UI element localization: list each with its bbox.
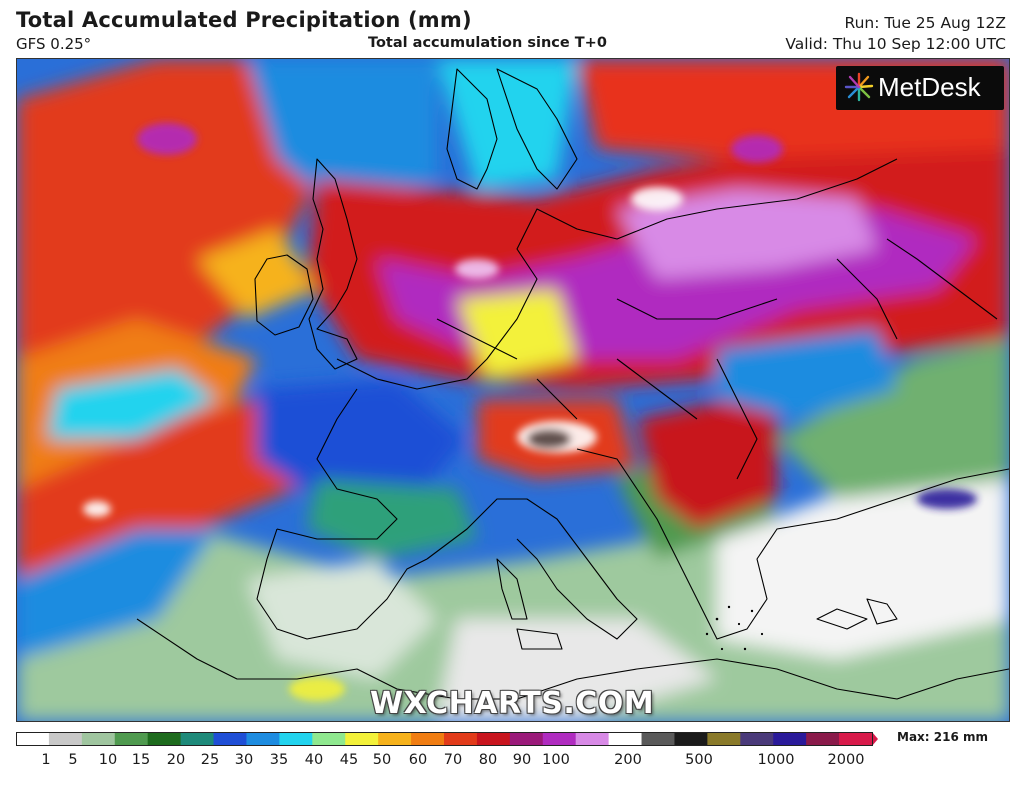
legend-tick-label: 45 bbox=[339, 752, 359, 768]
colorbar-segment bbox=[213, 732, 248, 746]
colorbar-segment bbox=[444, 732, 478, 746]
colorbar-segment bbox=[839, 732, 873, 746]
colorbar-segment bbox=[641, 732, 676, 746]
legend-tick-label: 1000 bbox=[757, 752, 795, 768]
legend-tick-label: 1 bbox=[41, 752, 51, 768]
legend-tick-label: 500 bbox=[685, 752, 713, 768]
colorbar-segment bbox=[180, 732, 215, 746]
colorbar-segment bbox=[542, 732, 577, 746]
legend-tick-label: 90 bbox=[512, 752, 532, 768]
model-label: GFS 0.25° bbox=[16, 35, 92, 53]
legend-ticks: 1 5 10 15 20 25 30 35 40 45 50 60 70 80 90 100 200 500 100… bbox=[16, 752, 896, 772]
legend-colorbar bbox=[16, 732, 878, 746]
colorbar-segment bbox=[312, 732, 346, 746]
legend-tick-label: 25 bbox=[200, 752, 220, 768]
metdesk-burst-icon bbox=[844, 72, 874, 102]
colorbar-segment bbox=[674, 732, 708, 746]
colorbar-segment bbox=[81, 732, 116, 746]
chart-title: Total Accumulated Precipitation (mm) bbox=[16, 8, 472, 32]
colorbar-segment bbox=[16, 732, 50, 746]
metdesk-logo: MetDesk bbox=[836, 66, 1004, 110]
colorbar-segment bbox=[608, 732, 643, 746]
legend-tick-label: 2000 bbox=[827, 752, 865, 768]
colorbar-segment bbox=[378, 732, 412, 746]
colorbar-segment bbox=[806, 732, 840, 746]
legend-tick-label: 15 bbox=[131, 752, 151, 768]
max-value-label: Max: 216 mm bbox=[897, 730, 988, 744]
legend-tick-label: 200 bbox=[614, 752, 642, 768]
run-time: Run: Tue 25 Aug 12Z bbox=[844, 14, 1006, 32]
colorbar-segment bbox=[48, 732, 83, 746]
legend-tick-label: 35 bbox=[269, 752, 289, 768]
legend-tick-label: 100 bbox=[542, 752, 570, 768]
colorbar-segment bbox=[114, 732, 149, 746]
colorbar-segment bbox=[707, 732, 741, 746]
legend-tick-label: 80 bbox=[478, 752, 498, 768]
colorbar-segment bbox=[279, 732, 313, 746]
legend-tick-label: 5 bbox=[68, 752, 78, 768]
legend-tick-label: 20 bbox=[166, 752, 186, 768]
precipitation-map-graphic bbox=[17, 59, 1009, 721]
legend-tick-label: 40 bbox=[304, 752, 324, 768]
valid-time: Valid: Thu 10 Sep 12:00 UTC bbox=[785, 35, 1006, 53]
colorbar-segment bbox=[509, 732, 544, 746]
legend-tick-label: 60 bbox=[408, 752, 428, 768]
colorbar-segment bbox=[345, 732, 379, 746]
wxcharts-watermark: WXCHARTS.COM bbox=[370, 686, 655, 721]
precipitation-map bbox=[16, 58, 1010, 722]
colorbar-segment bbox=[773, 732, 807, 746]
colorbar-segment bbox=[575, 732, 610, 746]
legend-tick-label: 70 bbox=[443, 752, 463, 768]
colorbar-segment bbox=[147, 732, 182, 746]
accumulation-subtitle: Total accumulation since T+0 bbox=[368, 35, 607, 51]
legend-tick-label: 50 bbox=[372, 752, 392, 768]
colorbar-segment bbox=[246, 732, 280, 746]
legend-tick-label: 10 bbox=[98, 752, 118, 768]
colorbar-segment bbox=[411, 732, 445, 746]
metdesk-logo-text: MetDesk bbox=[878, 72, 981, 102]
legend-tick-label: 30 bbox=[234, 752, 254, 768]
colorbar-segment bbox=[476, 732, 511, 746]
colorbar-segment bbox=[740, 732, 774, 746]
